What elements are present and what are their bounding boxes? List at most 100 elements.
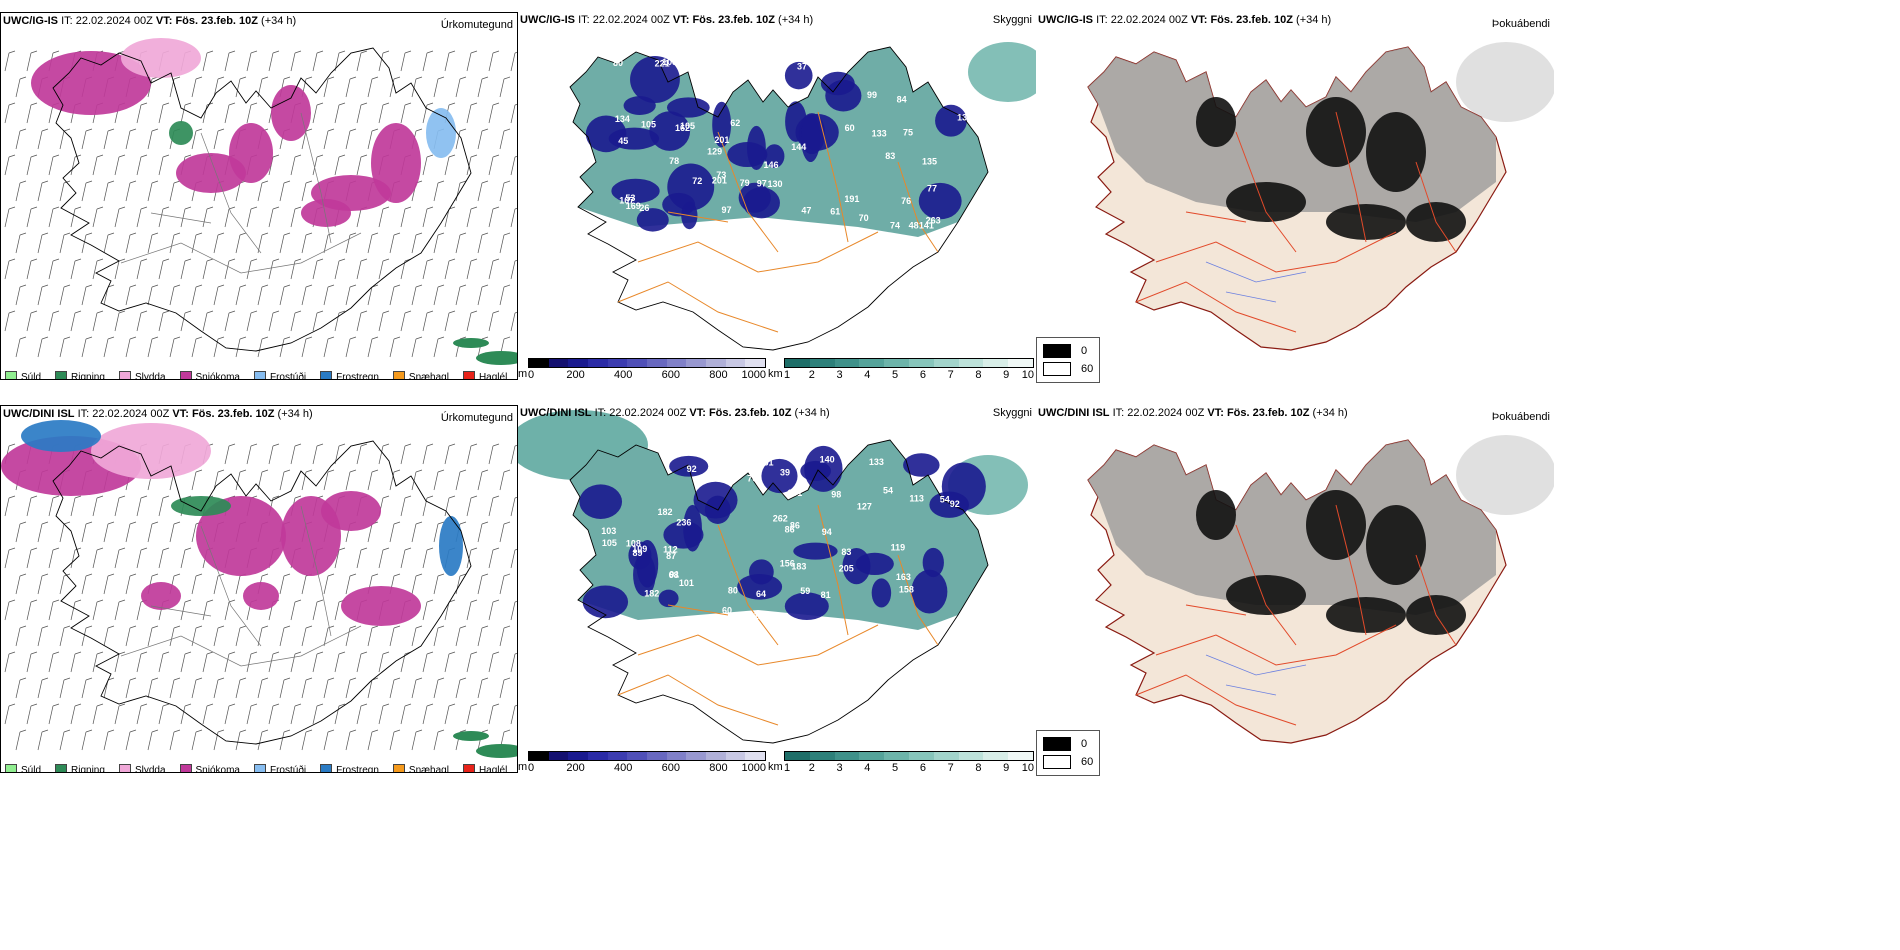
- wind-barb-icon: [235, 625, 247, 647]
- legend-item: Frostúði: [253, 371, 306, 379]
- precip-area: [229, 123, 273, 183]
- cloudbase-value-label: 61: [764, 457, 774, 467]
- wind-barb-icon: [422, 547, 434, 569]
- panel-parameter-name: Úrkomutegund: [440, 412, 513, 424]
- wind-barb-icon: [389, 729, 401, 751]
- wind-barb-icon: [15, 521, 27, 543]
- fog-indicator-map: [1087, 435, 1554, 744]
- wind-barb-icon: [422, 50, 434, 72]
- wind-barb-icon: [477, 677, 489, 699]
- cloudbase-area: [764, 144, 785, 169]
- cloudbase-area: [737, 574, 783, 600]
- wind-barb-icon: [202, 310, 214, 332]
- cloudbase-value-label: 224: [735, 454, 750, 464]
- wind-barb-icon: [334, 102, 346, 124]
- legend-swatch: [462, 371, 475, 379]
- wind-barb-icon: [367, 128, 379, 150]
- legend-item: Frostregn: [320, 764, 379, 772]
- wind-barb-icon: [378, 651, 390, 673]
- wind-barb-icon: [4, 310, 16, 332]
- wind-barb-icon: [158, 258, 170, 280]
- wind-barb-icon: [422, 154, 434, 176]
- wind-barb-icon: [510, 155, 517, 176]
- wind-barb-icon: [301, 573, 313, 595]
- legend-swatch: [55, 371, 68, 379]
- fog-indicator-map: [1087, 42, 1554, 351]
- wind-barb-icon: [235, 336, 247, 358]
- wind-barb-icon: [48, 258, 60, 280]
- scale-tick-label: 1000: [741, 762, 766, 773]
- wind-barb-icon: [444, 495, 456, 517]
- wind-barb-icon: [125, 677, 137, 699]
- wind-barb-icon: [169, 729, 181, 751]
- wind-barb-icon: [180, 703, 192, 725]
- panel-parameter-name: Skyggni: [992, 14, 1032, 26]
- wind-barb-icon: [510, 548, 517, 569]
- cloudbase-area: [784, 592, 829, 621]
- wind-barb-icon: [323, 284, 335, 306]
- panel-parameter-name: Úrkomutegund: [440, 19, 513, 31]
- precip-area: [196, 496, 286, 576]
- wind-barb-icon: [433, 232, 445, 254]
- wind-barb-icon: [37, 677, 49, 699]
- wind-barb-icon: [224, 310, 236, 332]
- precip-area: [321, 491, 381, 531]
- wind-barb-icon: [191, 76, 203, 98]
- wind-barb-icon: [455, 469, 467, 491]
- scale-tick-label: 600: [661, 369, 680, 380]
- wind-barb-icon: [499, 625, 511, 647]
- wind-barb-icon: [136, 310, 148, 332]
- wind-barb-icon: [92, 206, 104, 228]
- scale-tick-label: 200: [566, 762, 585, 773]
- wind-barb-icon: [400, 102, 412, 124]
- wind-barb-icon: [70, 547, 82, 569]
- wind-barb-icon: [444, 703, 456, 725]
- wind-barb-icon: [70, 154, 82, 176]
- panel-title: UWC/IG-IS IT: 22.02.2024 00Z VT: Fös. 23…: [520, 14, 814, 26]
- wind-barb-icon: [334, 547, 346, 569]
- cloudbase-value-label: 133: [872, 128, 887, 138]
- legend-item: Súld: [5, 764, 41, 772]
- cloudbase-value-label: 141: [919, 220, 934, 230]
- wind-barb-icon: [488, 599, 500, 621]
- wind-barb-icon: [37, 625, 49, 647]
- wind-barb-icon: [334, 703, 346, 725]
- cloudbase-value-label: 163: [896, 572, 911, 582]
- cloudbase-area: [784, 61, 813, 90]
- wind-barb-icon: [246, 703, 258, 725]
- fog-legend-swatch: [1043, 737, 1071, 751]
- wind-barb-icon: [70, 703, 82, 725]
- wind-barb-icon: [477, 625, 489, 647]
- cloudbase-value-label: 26: [639, 203, 649, 213]
- precip-type-legend: Súld Rigning Slydda Snjókoma Frostúði Frostre…: [5, 764, 507, 772]
- cloudbase-value-label: 127: [857, 501, 872, 511]
- legend-swatch: [118, 764, 131, 772]
- wind-barb-icon: [92, 651, 104, 673]
- cloudbase-value-label: 64: [756, 589, 766, 599]
- wind-barb-icon: [235, 469, 247, 491]
- cloudbase-value-label: 183: [791, 561, 806, 571]
- cloudbase-value-label: 53: [625, 193, 635, 203]
- cloudbase-value-label: 130: [768, 179, 783, 189]
- legend-item: Rigning: [55, 371, 105, 379]
- precip-area: [439, 516, 463, 576]
- wind-barb-icon: [312, 50, 324, 72]
- wind-barb-icon: [268, 651, 280, 673]
- wind-barb-icon: [48, 495, 60, 517]
- fog-legend: 0 60: [1036, 337, 1101, 383]
- wind-barb-icon: [312, 651, 324, 673]
- wind-barb-icon: [246, 102, 258, 124]
- wind-barb-icon: [235, 284, 247, 306]
- wind-barb-icon: [378, 102, 390, 124]
- cloudbase-value-label: 105: [602, 538, 617, 548]
- wind-barb-icon: [224, 703, 236, 725]
- scale-tick-label: 3: [836, 762, 843, 773]
- wind-barb-icon: [59, 625, 71, 647]
- wind-barb-icon: [301, 232, 313, 254]
- visibility-map: 1821339254183236879111312710894205863122…: [518, 410, 1028, 744]
- wind-barb-icon: [499, 469, 511, 491]
- road-lines: [617, 111, 939, 333]
- wind-barb-icon: [213, 76, 225, 98]
- wind-barb-icon: [279, 677, 291, 699]
- wind-barb-icon: [15, 128, 27, 150]
